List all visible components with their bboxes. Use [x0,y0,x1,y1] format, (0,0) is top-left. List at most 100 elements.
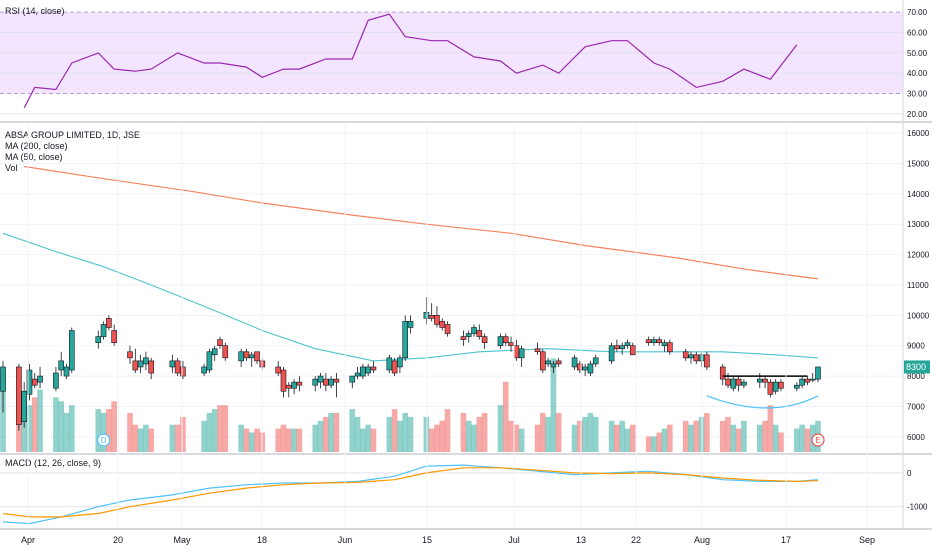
candle [423,297,430,325]
candle [143,351,149,370]
candle-body [137,360,144,368]
candle-body [16,366,22,425]
candle-body [693,354,700,362]
event-label: E [815,436,820,445]
candle-body [354,372,361,377]
volume-bar [629,424,636,452]
volume-bar [465,420,472,452]
candle-body [349,375,356,383]
candle [614,339,620,352]
candle-body [682,351,689,359]
candle [682,348,689,361]
volume-bar [323,416,329,452]
candle [365,363,371,377]
candle-body [386,357,393,371]
volume-bar [534,424,541,452]
candle-body [100,324,107,337]
volume-bar [577,420,583,452]
volume-bar [794,428,800,452]
candle-body [402,321,409,359]
volume-bar [730,424,737,452]
volume-bar [248,432,255,452]
candle [53,366,59,392]
candle-body [428,315,435,319]
candle-body [460,336,467,340]
volume-bar [434,424,440,452]
candle [132,348,139,374]
candle-body [95,336,102,343]
price-y-axis: 16000 15000 14000 13000 12000 11000 10000 9000 8… [907,129,930,442]
volume-bar [804,428,811,452]
candle-body [285,384,292,389]
candle [127,345,133,364]
candle [444,321,451,337]
candle-body [545,360,551,365]
candle-body [794,384,800,389]
volume-bar [95,409,102,452]
candle [16,363,22,431]
volume-bar [741,420,747,452]
candle-body [280,369,287,392]
candle [465,330,472,343]
candle-body [476,330,483,337]
volume-bar [217,405,223,452]
candle [762,376,768,389]
rsi-tick-label: 40.00 [907,69,928,78]
macd-tick-label: -1000 [907,503,928,512]
candle-body [365,366,371,374]
volume-bar [132,424,139,452]
price-tick-label: 12000 [907,251,930,260]
candle [217,336,223,349]
volume-bar [254,428,260,452]
event-marker-e: E [811,433,825,447]
candle-body [587,363,594,374]
candle-body [778,381,784,389]
candle [645,336,652,346]
volume-bar [762,420,768,452]
candle [111,324,117,346]
candle [238,348,244,367]
volume-bar [423,416,430,452]
candle-body [222,345,229,359]
candle [434,306,440,328]
volume-bar [471,424,477,452]
ma200-line [24,165,819,280]
price-tick-label: 11000 [907,281,929,290]
candle-body [730,378,737,389]
volume-bar [111,401,117,452]
candle-body [291,381,297,389]
candle-body [201,366,207,374]
candle-body [439,321,446,328]
rsi-tick-label: 30.00 [907,90,928,99]
candle-body [497,336,504,347]
candle-body [238,351,244,362]
volume-bar [624,428,631,452]
x-tick-label: Jun [338,535,353,545]
candle-body [661,342,668,347]
candle-body [169,360,176,368]
volume-bar [545,416,551,452]
x-tick-label: 20 [113,535,123,545]
candle [809,373,816,383]
volume-bar [799,424,805,452]
last-price-label: 8300 [906,362,926,372]
candle [137,354,144,374]
candle [741,379,747,389]
rsi-gridlines [0,11,903,115]
candle [545,357,551,367]
candle [693,351,700,364]
volume-bar [540,413,546,452]
volume-bar [497,405,504,452]
candle [63,363,70,380]
price-tick-label: 16000 [907,129,930,138]
x-tick-label: 17 [781,535,791,545]
candle [799,376,805,389]
price-tick-label: 10000 [907,311,930,320]
rsi-panel: RSI (14, close) 70.00 60.00 50.00 40.00 30.0… [0,6,928,119]
volume-bar [333,413,340,452]
candle [624,339,631,349]
volume-bar [555,413,562,452]
candle-body [296,381,303,386]
candle [328,376,334,389]
